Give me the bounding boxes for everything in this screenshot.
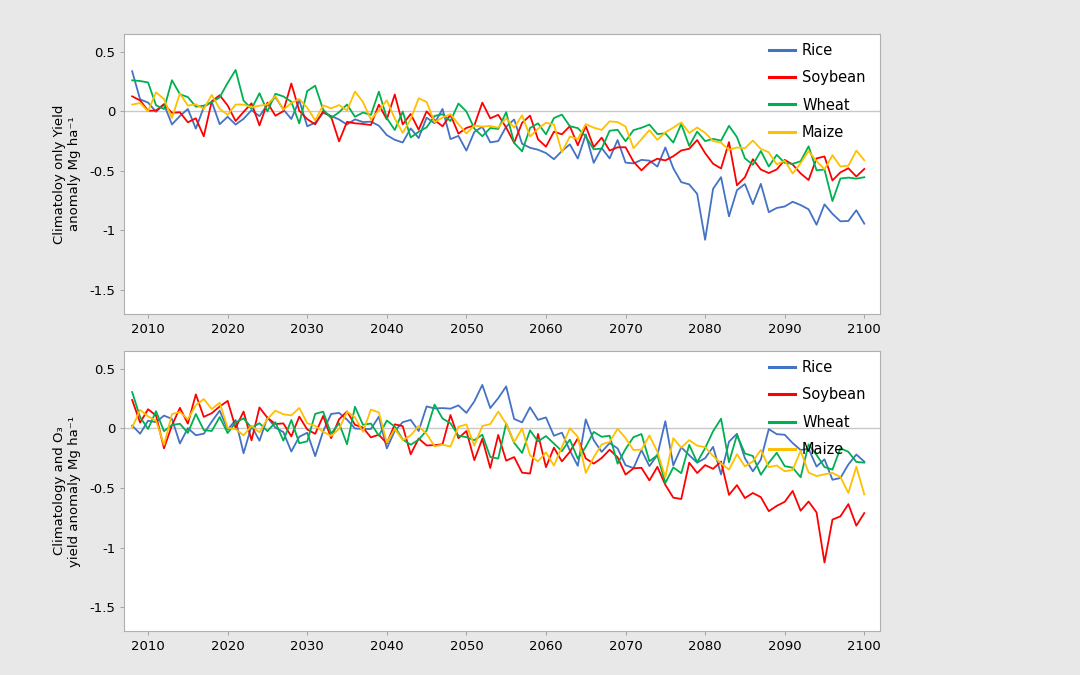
Legend: Rice, Soybean, Wheat, Maize: Rice, Soybean, Wheat, Maize — [761, 36, 873, 147]
Y-axis label: Climatology and O₃
yield anomaly Mg ha⁻¹: Climatology and O₃ yield anomaly Mg ha⁻¹ — [53, 416, 81, 566]
Y-axis label: Climatoloy only Yield
anomaly Mg ha⁻¹: Climatoloy only Yield anomaly Mg ha⁻¹ — [53, 104, 81, 244]
Legend: Rice, Soybean, Wheat, Maize: Rice, Soybean, Wheat, Maize — [761, 353, 873, 464]
